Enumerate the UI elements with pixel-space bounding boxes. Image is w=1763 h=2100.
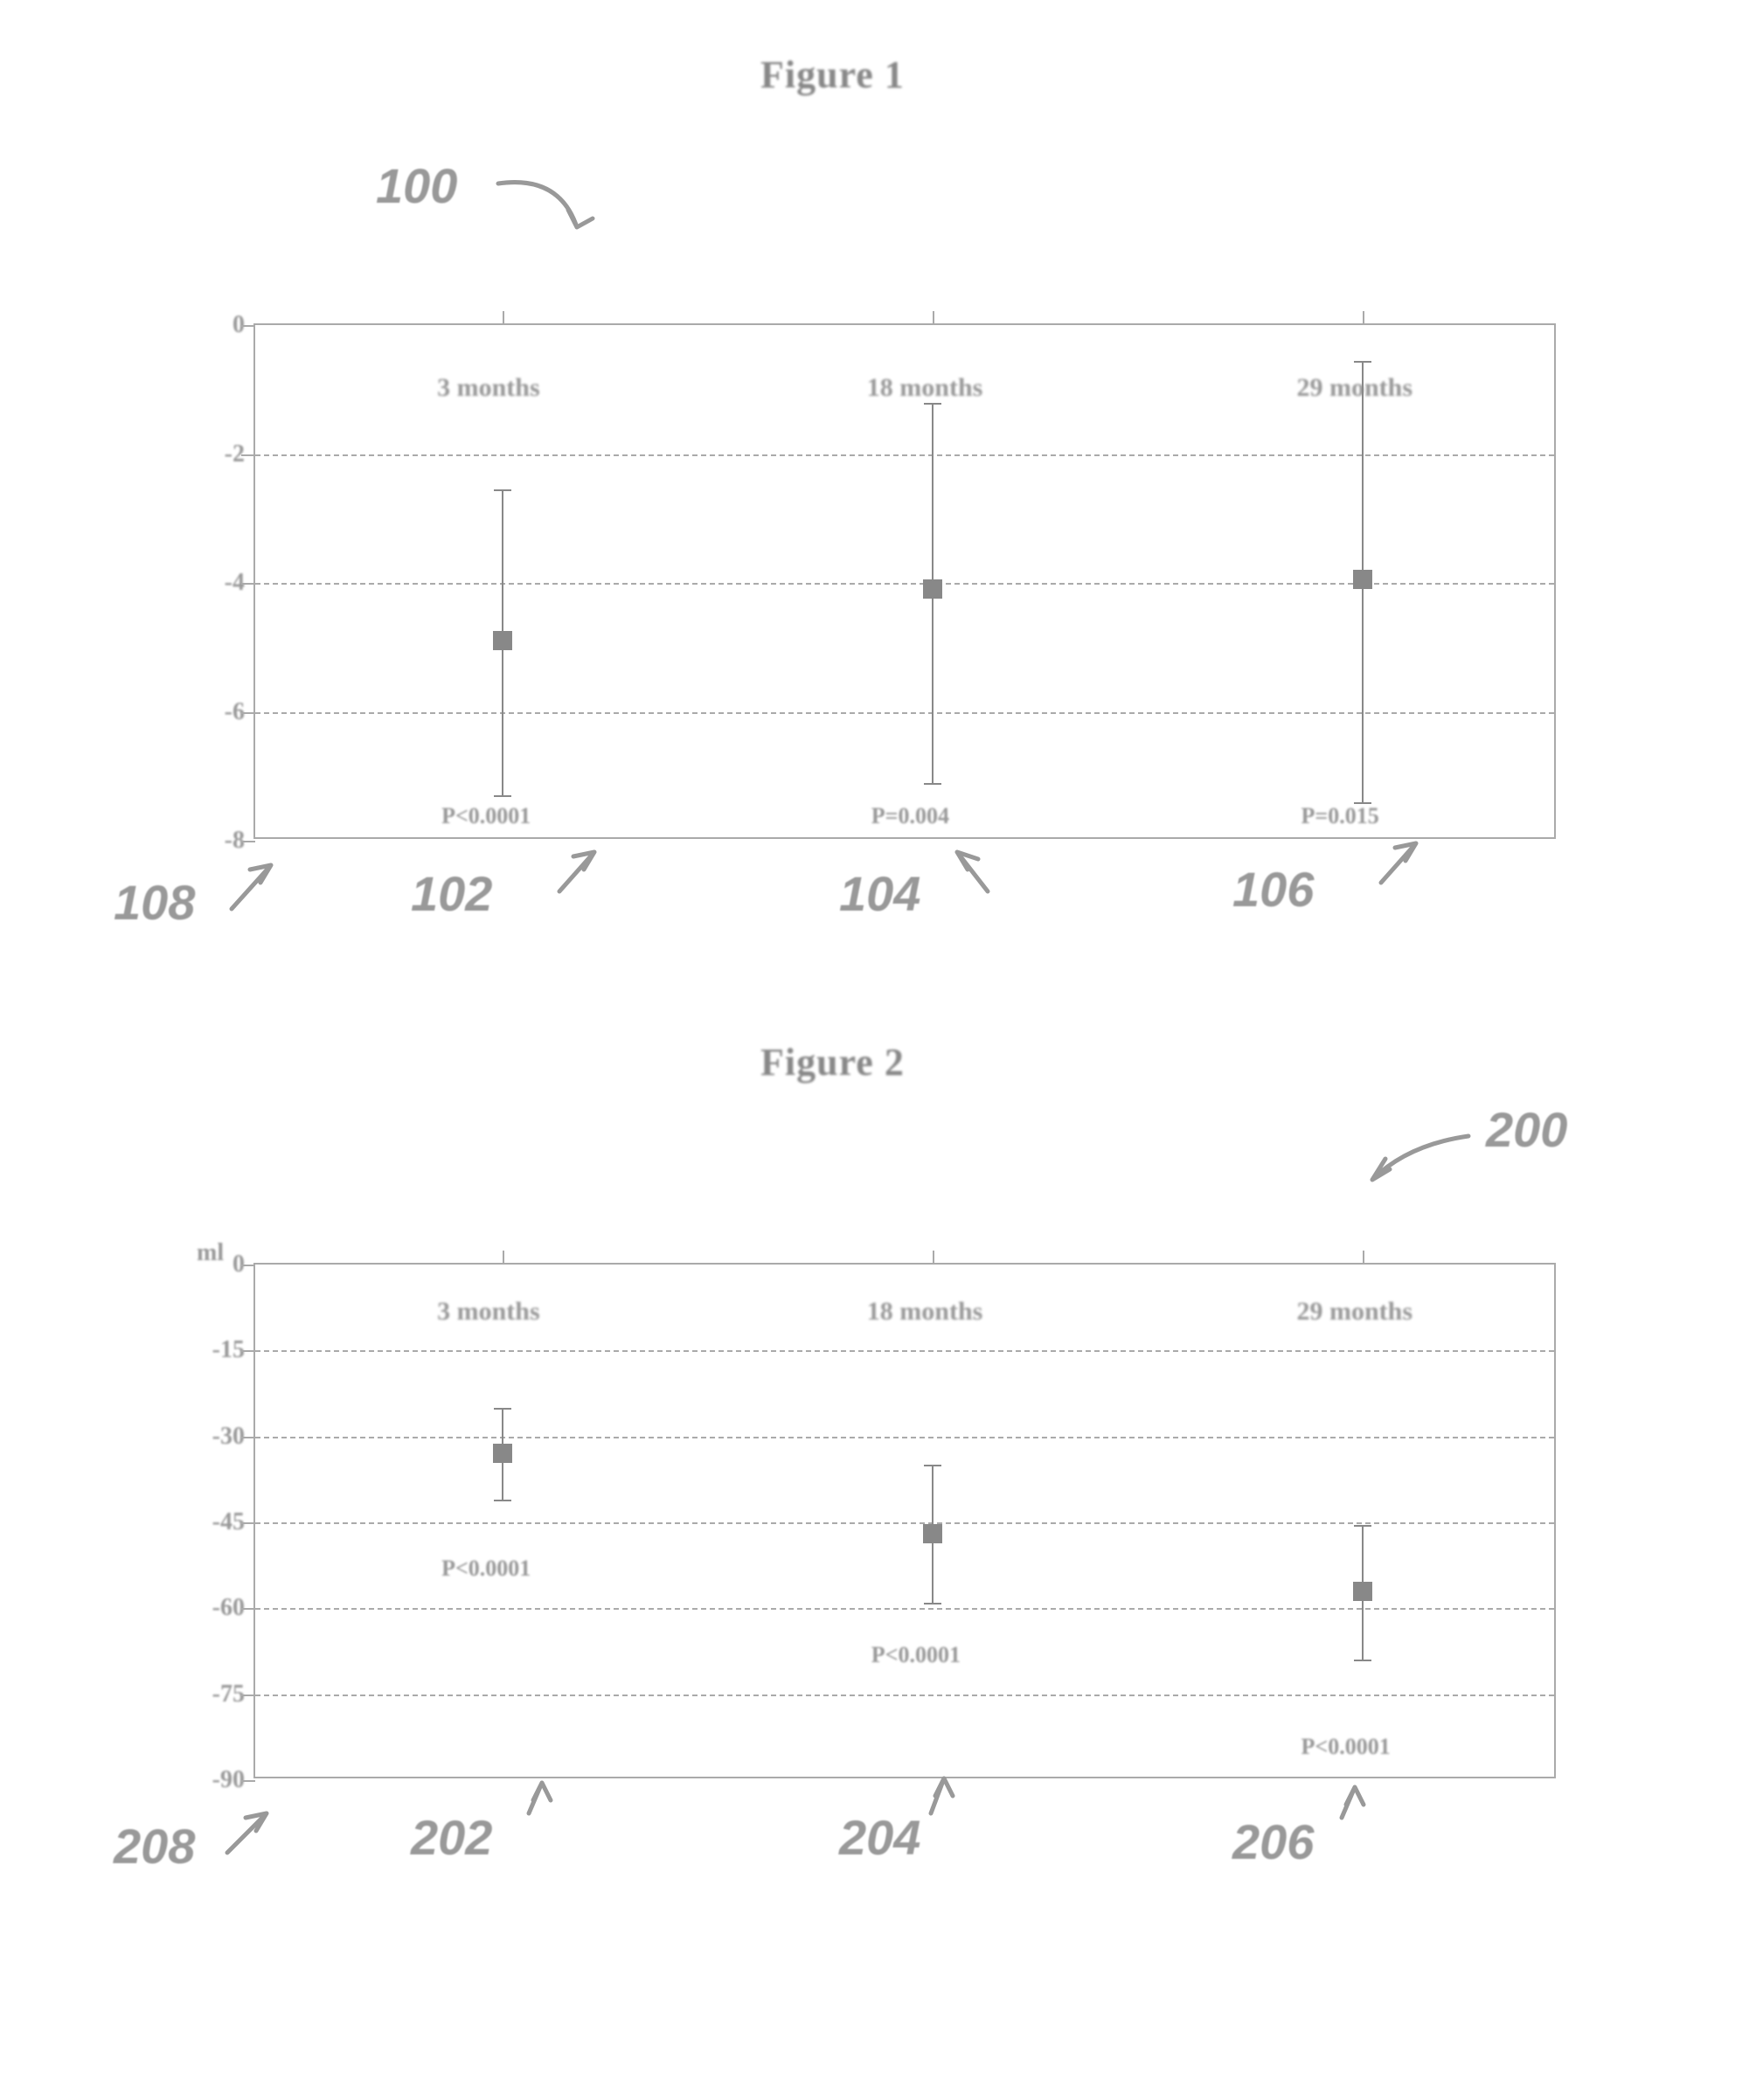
y-tick-label: -60 [192, 1594, 245, 1622]
error-cap [494, 795, 511, 797]
figure2-annotation: 208 [114, 1818, 195, 1875]
error-cap [494, 1408, 511, 1410]
y-tick [241, 1608, 255, 1610]
y-tick [241, 1265, 255, 1266]
y-tick [241, 583, 255, 585]
gridline [255, 1695, 1554, 1696]
p-value-label: P<0.0001 [441, 803, 531, 829]
figure2-annotation: 202 [411, 1809, 492, 1866]
figure2-ref-number: 200 [1486, 1101, 1567, 1158]
error-cap [924, 1603, 941, 1604]
figure1-annotation: 102 [411, 865, 492, 922]
data-marker [1353, 1582, 1372, 1601]
x-tick [503, 311, 504, 325]
category-label: 18 months [867, 1297, 983, 1327]
y-tick [241, 1437, 255, 1438]
error-cap [924, 403, 941, 405]
y-tick-label: -4 [192, 569, 245, 597]
error-cap [494, 1500, 511, 1501]
gridline [255, 1522, 1554, 1524]
figure2-title: Figure 2 [760, 1040, 905, 1085]
gridline [255, 1350, 1554, 1352]
y-tick-label: -45 [192, 1508, 245, 1536]
category-label: 29 months [1297, 373, 1413, 403]
data-marker [493, 631, 512, 650]
y-tick [241, 454, 255, 456]
y-tick [241, 1522, 255, 1524]
figure1-annotation: 108 [114, 874, 195, 931]
y-tick-label: -2 [192, 440, 245, 468]
error-cap [1354, 361, 1371, 363]
error-cap [1354, 1660, 1371, 1661]
gridline [255, 1437, 1554, 1438]
error-cap [924, 1465, 941, 1466]
y-tick [241, 325, 255, 327]
x-tick [1363, 311, 1364, 325]
gridline [255, 1608, 1554, 1610]
category-label: 3 months [437, 1297, 540, 1327]
p-value-label: P=0.015 [1301, 803, 1379, 829]
category-label: 29 months [1297, 1297, 1413, 1327]
figure2-annotation: 204 [839, 1809, 920, 1866]
category-label: 3 months [437, 373, 540, 403]
gridline [255, 454, 1554, 456]
p-value-label: P=0.004 [871, 803, 949, 829]
y-tick-label: 0 [192, 311, 245, 339]
y-tick-label: -8 [192, 827, 245, 855]
p-value-label: P<0.0001 [441, 1556, 531, 1582]
x-tick [933, 311, 934, 325]
y-tick-label: -75 [192, 1681, 245, 1708]
figure1-chart: 0-2-4-6-83 monthsP<0.000118 monthsP=0.00… [253, 323, 1556, 839]
x-tick [503, 1251, 504, 1265]
figure1-title: Figure 1 [760, 52, 905, 97]
x-tick [1363, 1251, 1364, 1265]
y-tick [241, 841, 255, 842]
category-label: 18 months [867, 373, 983, 403]
x-tick [933, 1251, 934, 1265]
p-value-label: P<0.0001 [871, 1642, 961, 1668]
figure1-annotation: 106 [1232, 861, 1314, 918]
y-tick-label: -30 [192, 1423, 245, 1451]
figure2-chart: 0-15-30-45-60-75-903 monthsP<0.000118 mo… [253, 1263, 1556, 1778]
y-tick [241, 1780, 255, 1782]
y-tick [241, 712, 255, 714]
y-tick-label: 0 [192, 1251, 245, 1279]
data-marker [1353, 570, 1372, 589]
y-tick-label: -90 [192, 1766, 245, 1794]
y-tick [241, 1695, 255, 1696]
data-marker [923, 579, 942, 599]
y-tick-label: -6 [192, 698, 245, 726]
y-tick [241, 1350, 255, 1352]
error-cap [494, 489, 511, 491]
p-value-label: P<0.0001 [1301, 1734, 1391, 1760]
gridline [255, 712, 1554, 714]
figure2-annotation: 206 [1232, 1813, 1314, 1870]
error-cap [924, 783, 941, 785]
data-marker [923, 1524, 942, 1543]
figure1-ref-number: 100 [376, 157, 457, 214]
error-cap [1354, 1525, 1371, 1527]
y-tick-label: -15 [192, 1336, 245, 1364]
data-marker [493, 1444, 512, 1463]
figure1-annotation: 104 [839, 865, 920, 922]
